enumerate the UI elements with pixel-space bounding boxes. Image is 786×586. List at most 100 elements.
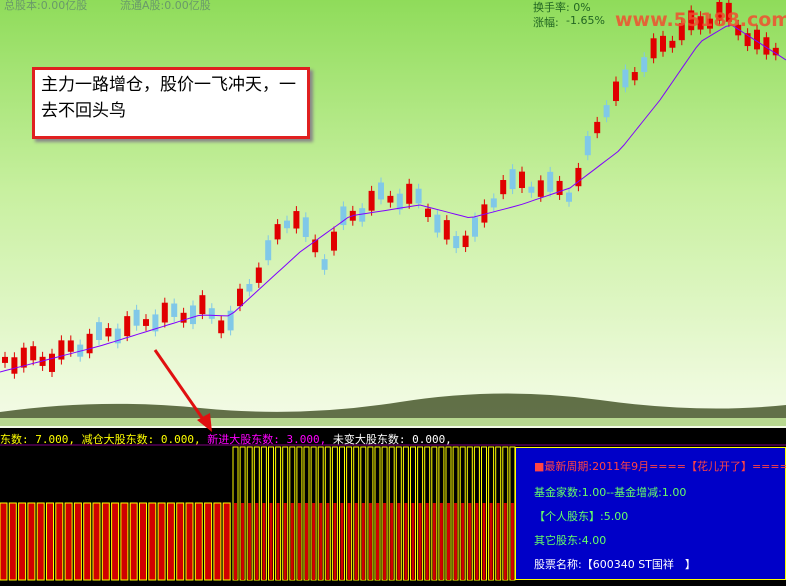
candle-body: [481, 204, 488, 223]
float-shares: 流通A股:0.00亿股: [120, 0, 211, 12]
bar-fill: [148, 502, 157, 581]
bar-fill: [347, 503, 351, 580]
candle-body: [415, 188, 422, 204]
candle-body: [133, 309, 140, 326]
candle-body: [735, 24, 742, 36]
candle-body: [519, 171, 525, 189]
bar-fill: [368, 503, 372, 580]
candle-body: [152, 314, 159, 332]
candle-body: [707, 18, 713, 29]
bar-fill: [46, 502, 54, 581]
bar-fill: [340, 503, 344, 580]
candle-body: [11, 357, 18, 374]
bar-fill: [255, 503, 259, 580]
candle-body: [725, 2, 732, 22]
candle-body: [622, 69, 629, 88]
candle-body: [378, 182, 384, 200]
bar-fill: [92, 502, 101, 581]
candle-body: [284, 220, 290, 229]
candle-body: [443, 220, 450, 240]
moving-average: [0, 24, 786, 373]
bar-fill: [468, 503, 472, 580]
candle-body: [20, 347, 27, 368]
change-value: -1.65%: [566, 14, 605, 27]
candle-body: [255, 267, 262, 283]
bar-fill: [83, 502, 92, 581]
bar-fill: [194, 502, 203, 581]
info-line: 基金家数:1.00--基金增减:1.00: [534, 486, 687, 499]
status-line: 东数: 7.000, 减仓大股东数: 0.000, 新进大股东数: 3.000,…: [0, 431, 452, 447]
candle-body: [425, 208, 431, 218]
watermark: www.55188.com: [615, 9, 786, 31]
bar-fill: [319, 503, 323, 580]
bar-fill: [461, 503, 465, 580]
candle-body: [199, 295, 206, 315]
terrain-edge: [0, 418, 786, 426]
candle-body: [331, 231, 337, 251]
candle-body: [312, 239, 319, 253]
bar-fill: [222, 502, 231, 581]
candle-body: [396, 193, 403, 210]
bar-fill: [111, 502, 120, 581]
bar-fill: [305, 503, 308, 580]
candle-body: [744, 33, 751, 47]
candle-body: [716, 1, 723, 21]
candle-body: [472, 217, 478, 237]
bar-fill: [234, 503, 237, 580]
bar-fill: [185, 502, 194, 581]
bar-fill: [262, 503, 266, 580]
bar-fill: [439, 503, 443, 580]
candle-body: [227, 310, 234, 331]
change-label: 涨幅:: [533, 16, 559, 29]
terrain: [0, 393, 786, 422]
bar-fill: [269, 503, 273, 580]
arrow-head: [197, 413, 212, 432]
candle-body: [96, 322, 102, 340]
bar-fill: [482, 503, 486, 580]
arrow: [153, 349, 207, 423]
bar-fill: [383, 503, 387, 580]
annotation: 主力一路增仓，股价一飞冲天，一去不回头鸟: [32, 67, 310, 139]
bar-fill: [0, 502, 8, 581]
bar-fill: [27, 502, 36, 581]
bar-fill: [176, 502, 185, 581]
bar-fill: [129, 502, 138, 581]
bar-fill: [139, 502, 147, 581]
bar-fill: [361, 503, 365, 580]
candle-body: [584, 136, 591, 156]
info-line: 【个人股东】:5.00: [534, 510, 629, 523]
bar-fill: [64, 502, 73, 581]
candle-body: [500, 180, 507, 195]
status-item: 未变大股东数: 0.000,: [332, 433, 452, 446]
candle-body: [641, 57, 648, 73]
candle-body: [453, 236, 460, 249]
candle-body: [631, 72, 638, 81]
bar-fill: [283, 503, 287, 580]
bar-fill: [290, 503, 294, 580]
bar-fill: [36, 502, 45, 581]
candle-body: [274, 224, 281, 240]
candle-body: [528, 186, 535, 193]
candle-body: [763, 37, 770, 55]
total-shares: 总股本:0.00亿股: [4, 0, 88, 12]
bar-fill: [454, 503, 458, 580]
info-line: 股票名称:【600340 ST国祥 】: [534, 558, 696, 571]
candle-body: [293, 211, 300, 229]
status-item: 新进大股东数: 3.000,: [207, 433, 327, 446]
bar-fill: [18, 502, 27, 581]
turnover: 换手率: 0%: [533, 1, 591, 14]
bar-fill: [503, 503, 507, 580]
candle-body: [669, 40, 676, 48]
candle-body: [566, 192, 572, 202]
bar-fill: [411, 503, 415, 580]
status-band: [0, 428, 786, 445]
bar-fill: [418, 503, 422, 580]
bar-fill: [432, 503, 436, 580]
candle-body: [114, 328, 121, 344]
bar-fill: [73, 502, 82, 581]
bar-fill: [248, 503, 252, 580]
bar-fill: [475, 503, 479, 580]
bar-fill: [326, 503, 330, 580]
